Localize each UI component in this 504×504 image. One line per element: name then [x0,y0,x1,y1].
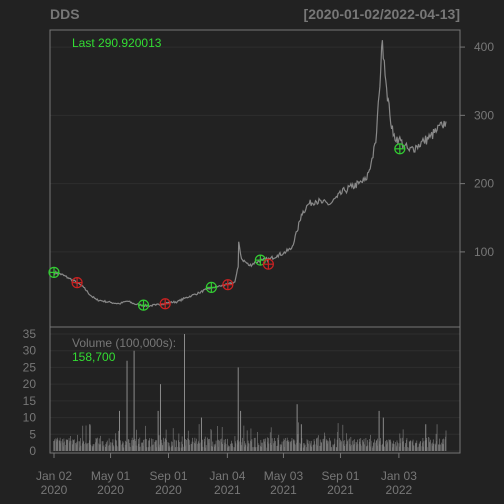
x-tick-year: 2021 [214,483,241,497]
x-tick-year: 2022 [386,483,413,497]
volume-tick-label: 5 [29,427,36,441]
x-tick-label: May 01 [91,469,131,483]
volume-tick-label: 25 [23,360,37,374]
volume-bars [53,334,447,451]
volume-tick-label: 35 [23,327,37,341]
buy-signal-marker [205,281,217,293]
x-tick-year: 2020 [97,483,124,497]
x-tick-label: Jan 04 [209,469,245,483]
chart-title: DDS [50,6,80,22]
volume-tick-label: 30 [23,344,37,358]
buy-signal-marker [48,266,60,278]
buy-signal-marker [394,143,406,155]
volume-tick-label: 0 [29,444,36,458]
price-grid [50,46,460,253]
x-tick-label: Sep 01 [149,469,187,483]
trade-signals [48,143,406,311]
volume-label: Volume (100,000s): [72,336,176,350]
volume-tick-label: 15 [23,394,37,408]
price-panel-frame [49,29,461,328]
x-tick-year: 2021 [270,483,297,497]
volume-panel-frame [49,326,461,454]
price-tick-label: 200 [474,177,494,191]
last-price-label: Last 290.920013 [72,36,162,50]
x-tick-year: 2020 [155,483,182,497]
buy-signal-marker [254,254,266,266]
x-tick-year: 2020 [41,483,68,497]
x-tick-label: Jan 03 [381,469,417,483]
x-tick-label: May 03 [264,469,304,483]
sell-signal-marker [262,258,274,270]
sell-signal-marker [222,279,234,291]
x-tick-year: 2021 [327,483,354,497]
price-series-line [53,40,447,308]
sell-signal-marker [71,277,83,289]
price-tick-label: 300 [474,108,494,122]
price-tick-label: 100 [474,245,494,259]
price-tick-label: 400 [474,40,494,54]
volume-last-value: 158,700 [72,350,116,364]
x-tick-label: Jan 02 [36,469,72,483]
buy-signal-marker [137,299,150,311]
volume-tick-label: 10 [23,411,37,425]
chart-date-range: [2020-01-02/2022-04-13] [304,6,460,22]
sell-signal-marker [159,298,171,310]
price-y-axis: 100 200 300 400 [460,40,494,259]
volume-y-axis: 0 5 10 15 20 25 30 35 [23,327,37,458]
volume-tick-label: 20 [23,377,37,391]
x-tick-label: Sep 01 [321,469,359,483]
